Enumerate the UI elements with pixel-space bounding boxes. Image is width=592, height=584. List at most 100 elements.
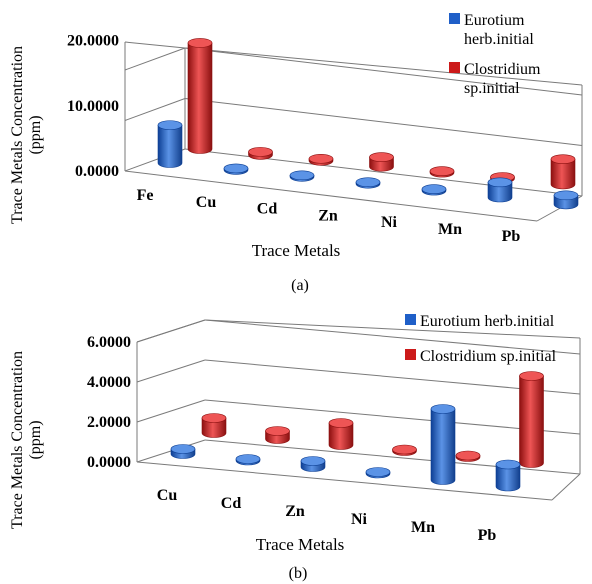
legend-a-red-swatch: [449, 62, 460, 73]
gridline-back: [184, 47, 583, 96]
x-tick-label: Mn: [438, 221, 462, 238]
bar-top: [248, 147, 273, 157]
bar-body: [157, 124, 183, 168]
bar-pb-eurotium: [553, 190, 579, 210]
x-tick-label: Cd: [221, 495, 242, 512]
x-tick-label: Fe: [137, 187, 154, 204]
panel-b-bars: [170, 371, 544, 492]
gridline-left: [124, 47, 186, 71]
panel-b: 0.0000 2.0000 4.0000 6.0000 Cu Cd Zn Ni Mn Pb Tr…: [9, 313, 581, 582]
bar-ni-eurotium: [421, 184, 447, 196]
bar-top: [328, 418, 354, 428]
panel-b-y-axis-label-line1: Trace Metals Concentration: [9, 351, 26, 529]
bar-top: [455, 450, 481, 461]
gridline-left: [136, 399, 206, 423]
gridline-back: [204, 319, 581, 355]
bar-body: [550, 158, 576, 190]
panel-b-category-labels: Cu Cd Zn Ni Mn Pb: [157, 487, 497, 544]
bar-body: [201, 417, 227, 438]
legend-b-red-swatch: [405, 349, 416, 360]
legend-a-blue-line2: herb.initial: [464, 31, 534, 48]
bar-top: [365, 467, 391, 477]
bar-fe-eurotium: [157, 120, 183, 168]
x-tick-label: Pb: [478, 527, 497, 544]
x-tick-label: Ni: [351, 511, 368, 528]
bar-top: [170, 444, 196, 454]
gridline-left: [136, 319, 206, 343]
bar-top: [157, 120, 183, 130]
bar-body: [487, 182, 513, 203]
bar-cd-eurotium: [235, 454, 261, 466]
bar-zn-eurotium: [300, 456, 326, 472]
panel-a-y-axis-label-line1: Trace Metals Concentration: [9, 46, 26, 224]
panel-a-bars: [157, 38, 579, 210]
y-tick-label: 0.0000: [75, 163, 119, 180]
bar-top: [429, 166, 455, 176]
y-tick-label: 2.0000: [87, 414, 131, 431]
bar-zn-clostridium: [369, 152, 394, 172]
panel-a-y-axis-label-line2: (ppm): [27, 115, 44, 154]
legend-b-blue-label: Eurotium herb.initial: [420, 313, 555, 330]
bar-ni-clostridium: [392, 444, 417, 456]
panel-a-legend: Eurotium herb.initial Clostridium sp.ini…: [449, 12, 541, 97]
bar-cu-eurotium: [170, 444, 196, 459]
bar-zn-clostridium: [328, 418, 354, 450]
bar-pb-clostridium: [519, 371, 544, 468]
bar-cd-clostridium: [308, 153, 334, 166]
bar-mn-eurotium: [487, 177, 513, 203]
bar-body: [495, 464, 521, 492]
x-tick-label: Cu: [157, 487, 178, 504]
x-tick-label: Cu: [196, 194, 217, 211]
bar-top: [201, 413, 227, 423]
x-tick-label: Zn: [318, 207, 338, 224]
bar-top: [519, 371, 544, 381]
bar-body: [519, 375, 544, 468]
panel-a-category-labels: Fe Cu Cd Zn Ni Mn Pb: [137, 187, 521, 245]
bar-top: [495, 459, 521, 470]
panel-a-x-axis-label: Trace Metals: [252, 241, 341, 260]
bar-top: [235, 454, 261, 464]
bar-top: [308, 153, 334, 164]
panel-b-y-ticks: 0.0000 2.0000 4.0000 6.0000: [87, 334, 131, 471]
bar-cu-clostridium: [248, 147, 273, 160]
legend-a-red-line1: Clostridium: [464, 61, 541, 78]
bar-top: [187, 38, 213, 48]
legend-a-red-line2: sp.initial: [464, 80, 520, 97]
panel-b-x-axis-label: Trace Metals: [256, 535, 345, 554]
x-tick-label: Cd: [257, 201, 278, 218]
legend-a-blue-line1: Eurotium: [464, 12, 525, 29]
bar-cd-clostridium: [265, 426, 290, 444]
legend-b-blue-swatch: [405, 314, 416, 325]
bar-mn-eurotium: [430, 404, 456, 485]
gridline-left: [136, 359, 206, 383]
y-tick-label: 4.0000: [87, 374, 131, 391]
bar-mn-clostridium: [455, 450, 481, 462]
panel-b-y-axis-label-line2: (ppm): [27, 420, 44, 459]
bar-top: [550, 154, 576, 164]
legend-b-red-label: Clostridium sp.initial: [420, 348, 557, 365]
bar-top: [355, 177, 381, 187]
panel-a-label: (a): [291, 277, 309, 294]
x-tick-label: Zn: [285, 503, 305, 520]
bar-zn-eurotium: [355, 177, 381, 189]
panel-b-gridlines: [136, 319, 581, 435]
bar-top: [369, 152, 394, 162]
bar-cd-eurotium: [289, 170, 315, 182]
bar-body: [187, 42, 213, 154]
y-tick-label: 10.0000: [67, 98, 119, 115]
gridline-back: [204, 359, 581, 395]
y-tick-label: 20.0000: [67, 33, 119, 50]
bar-fe-clostridium: [187, 38, 213, 154]
panel-a-gridlines: [124, 47, 583, 146]
gridline-back: [184, 98, 583, 146]
y-tick-label: 0.0000: [87, 454, 131, 471]
bar-pb-clostridium: [550, 154, 576, 190]
x-tick-label: Ni: [381, 214, 398, 231]
bar-top: [265, 426, 290, 436]
bar-cu-clostridium: [201, 413, 227, 438]
bar-top: [223, 163, 249, 174]
bar-pb-eurotium: [495, 459, 521, 492]
bar-body: [328, 422, 354, 450]
panel-a: 0.0000 10.0000 20.0000 Fe Cu Cd Zn Ni Mn Pb Trac…: [9, 12, 583, 294]
